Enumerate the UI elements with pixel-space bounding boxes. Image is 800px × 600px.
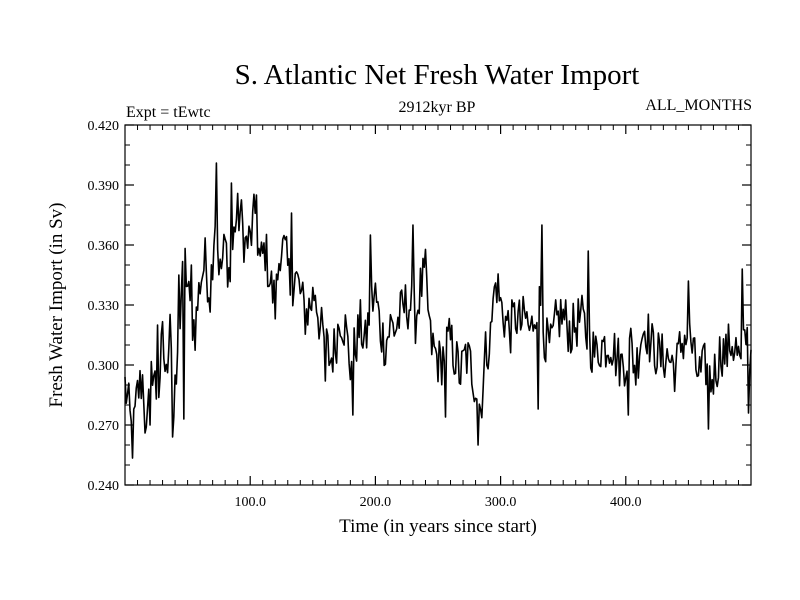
y-tick-label: 0.330 [88, 299, 120, 314]
y-tick-label: 0.300 [88, 359, 120, 374]
plot-frame [124, 124, 752, 486]
subtitle-time-period: 2912kyr BP [399, 99, 476, 116]
x-tick-label: 200.0 [360, 495, 392, 510]
y-tick-label: 0.240 [88, 479, 120, 494]
x-tick-label: 300.0 [485, 495, 517, 510]
y-tick-label: 0.270 [88, 419, 120, 434]
y-tick-label: 0.360 [88, 239, 120, 254]
x-axis-label: Time (in years since start) [339, 516, 537, 537]
plot-area: 0.240 0.270 0.300 0.330 0.360 0.390 0.420 100.0… [88, 119, 752, 510]
y-axis-label: Fresh Water Import (in Sv) [46, 203, 67, 408]
subtitle-experiment: Expt = tEwtc [126, 104, 211, 121]
x-tick-label: 400.0 [610, 495, 642, 510]
x-tick-label: 100.0 [234, 495, 266, 510]
subtitle-months: ALL_MONTHS [645, 97, 752, 114]
y-tick-label: 0.390 [88, 179, 120, 194]
chart-title: S. Atlantic Net Fresh Water Import [235, 59, 640, 91]
data-series-line [124, 162, 752, 459]
y-tick-label: 0.420 [88, 119, 120, 134]
